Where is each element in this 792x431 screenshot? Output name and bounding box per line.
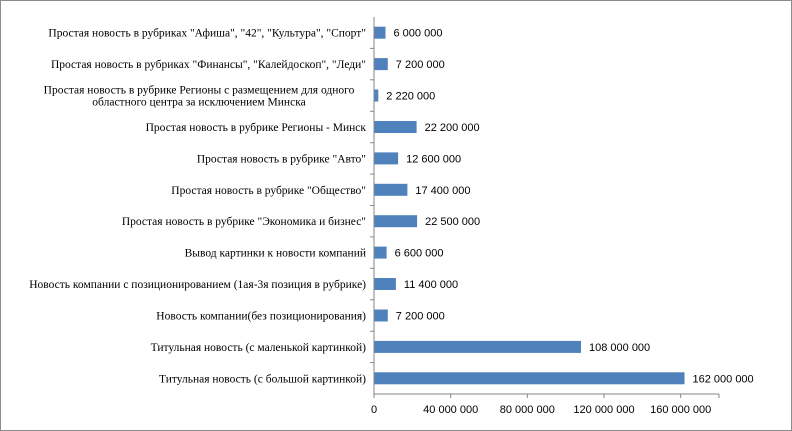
bar: [374, 152, 399, 165]
value-label: 7 200 000: [396, 311, 445, 323]
x-tick-label: 160 000 000: [650, 404, 711, 416]
category-label: Простая новость в рубрике "Общество": [171, 185, 366, 197]
category-label: Простая новость в рубриках "Афиша", "42"…: [48, 28, 366, 40]
value-label: 22 200 000: [425, 122, 480, 134]
bar: [374, 89, 379, 102]
x-tick-label: 80 000 000: [500, 404, 555, 416]
axes: 0 40 000 000 80 000 000 120 000 000 160 000 …: [370, 17, 720, 416]
category-label: Новость компании с позиционированием (1а…: [29, 279, 366, 291]
value-label: 17 400 000: [415, 185, 470, 197]
bar: [374, 183, 408, 196]
value-label: 7 200 000: [396, 59, 445, 71]
category-labels: Простая новость в рубриках "Афиша", "42"…: [29, 28, 366, 386]
value-label: 11 400 000: [404, 279, 458, 291]
bar: [374, 340, 581, 353]
category-label: Простая новость в рубрике "Авто": [197, 153, 366, 165]
value-label: 22 500 000: [425, 216, 480, 228]
bar: [374, 58, 388, 71]
category-label: Простая новость в рубриках "Финансы", "К…: [51, 59, 366, 71]
value-label: 108 000 000: [589, 342, 650, 354]
bar: [374, 309, 388, 322]
category-label: Новость компании(без позиционирования): [156, 311, 366, 323]
category-label: Простая новость в рубрике Регионы - Минс…: [146, 122, 367, 134]
bar: [374, 278, 396, 290]
category-label: Титульная новость (с большой картинкой): [159, 373, 366, 385]
x-tick-label: 120 000 000: [573, 404, 634, 416]
x-tick-label: 0: [371, 404, 377, 416]
value-label: 162 000 000: [693, 373, 754, 385]
bar: [374, 26, 386, 39]
bar: [374, 372, 685, 385]
value-labels: 6 000 000 7 200 000 2 220 000 22 200 000 12 …: [386, 28, 753, 386]
category-label: Простая новость в рубрике Регионы с разм…: [44, 85, 355, 109]
value-label: 2 220 000: [386, 91, 435, 103]
value-label: 6 000 000: [394, 28, 443, 40]
value-label: 12 600 000: [406, 153, 461, 165]
bar: [374, 246, 387, 259]
bar: [374, 121, 417, 133]
category-label: Простая новость в рубрике "Экономика и б…: [122, 216, 366, 228]
bars: [374, 26, 685, 385]
category-label: Титульная новость (с маленькой картинкой…: [151, 342, 367, 354]
bar: [374, 215, 418, 228]
x-tick-label: 40 000 000: [423, 404, 478, 416]
value-label: 6 600 000: [395, 248, 444, 260]
category-label: Вывод картинки к новости компаний: [185, 248, 366, 260]
